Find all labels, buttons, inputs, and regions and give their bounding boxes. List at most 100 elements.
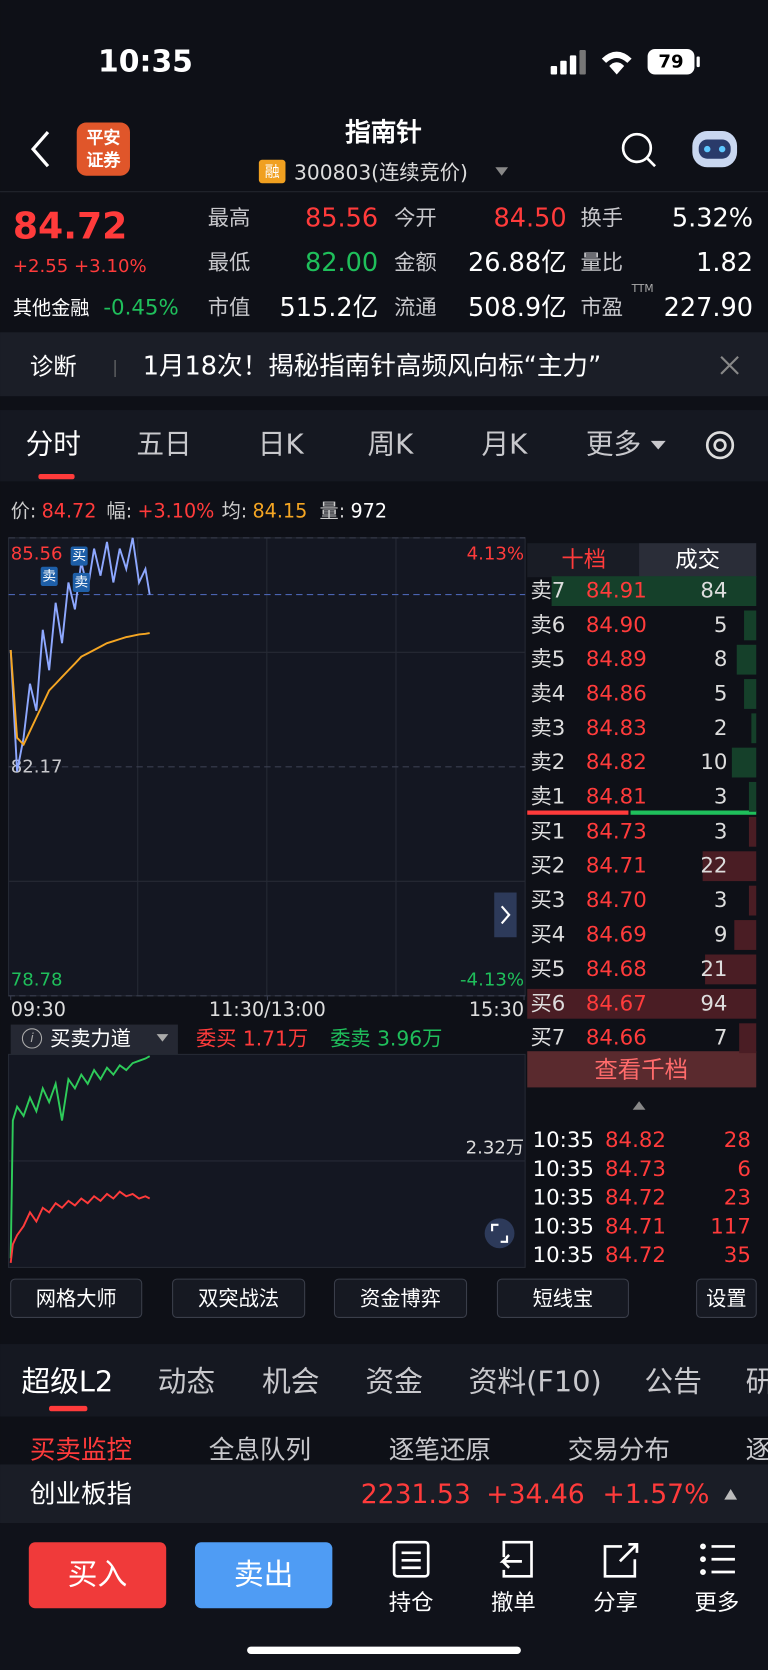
book-tab[interactable] [639, 543, 757, 578]
tool-button[interactable] [696, 1278, 757, 1319]
trade-time: 10:35 [533, 1128, 594, 1153]
book-level: 买6 [530, 991, 565, 1016]
indicator-arrow[interactable] [156, 1034, 169, 1042]
stat-value: 84.50 [494, 203, 567, 233]
sub-tab[interactable]: 交易分布 [568, 1436, 670, 1466]
close-banner[interactable] [720, 356, 739, 375]
dropdown-arrow[interactable] [495, 167, 509, 176]
indicator-header[interactable] [10, 1024, 178, 1055]
book-tab-active[interactable] [527, 543, 640, 578]
search-button[interactable] [621, 132, 656, 168]
section-tab[interactable]: 机会 [262, 1364, 320, 1398]
tool-label[interactable]: 双突战法 [198, 1286, 279, 1310]
buy-label[interactable]: 买入 [68, 1558, 128, 1593]
sub-tab[interactable]: 逐 [746, 1436, 768, 1466]
trade-volume: 35 [724, 1243, 751, 1268]
depth-button-bg[interactable] [527, 1051, 757, 1088]
trade-time: 10:35 [533, 1243, 594, 1268]
logo-text: 平安 [86, 127, 120, 148]
action-label[interactable]: 持仓 [389, 1590, 434, 1616]
buy-button[interactable] [28, 1542, 167, 1609]
book-level: 卖4 [530, 681, 565, 706]
book-level: 卖2 [530, 750, 565, 775]
book-volume: 22 [700, 854, 727, 879]
sub-tab[interactable]: 买卖监控 [30, 1436, 132, 1466]
section-tab[interactable]: 超级L2 [21, 1364, 113, 1398]
section-tab[interactable]: 研 [746, 1364, 768, 1398]
depth-button[interactable]: 查看千档 [594, 1055, 688, 1083]
stat-label: 量比 [581, 251, 624, 276]
action-icons [392, 1540, 735, 1578]
x-tick-label: 11:30/13:00 [209, 998, 326, 1021]
chart-tab[interactable]: 月K [481, 428, 528, 461]
index-arrow[interactable] [724, 1488, 738, 1500]
chart-tab[interactable]: 周K [367, 428, 414, 461]
fullscreen-button[interactable] [484, 1218, 515, 1249]
banner-text[interactable]: 1月18次！揭秘指南针高频风向标“主力” [143, 351, 601, 381]
section-tab[interactable]: 资金 [365, 1364, 423, 1398]
stat-label: 市值 [208, 295, 251, 320]
stat-label: 换手 [581, 206, 624, 231]
line-series [9, 1190, 151, 1263]
book-volume: 3 [714, 784, 728, 809]
indicator-title[interactable]: 买卖力道 [50, 1026, 131, 1050]
ask-divider [527, 810, 629, 815]
book-price: 84.86 [586, 681, 647, 706]
volume-bar [736, 644, 757, 675]
book-level: 卖5 [530, 647, 565, 672]
book-level: 买5 [530, 957, 565, 982]
expand-book-button[interactable] [494, 892, 517, 938]
book-volume: 5 [714, 613, 728, 638]
y2-tick-label: -4.13% [460, 969, 524, 990]
book-tab-label[interactable]: 成交 [675, 547, 720, 573]
action-label[interactable]: 撤单 [491, 1590, 536, 1616]
tool-label[interactable]: 短线宝 [533, 1286, 594, 1310]
volume-bar [734, 920, 757, 950]
sell-button[interactable] [194, 1542, 333, 1609]
sell-label[interactable]: 卖出 [234, 1558, 294, 1593]
info-icon[interactable] [21, 1028, 43, 1049]
tool-label[interactable]: 网格大师 [36, 1286, 117, 1310]
tool-label[interactable]: 设置 [706, 1286, 746, 1310]
tool-label[interactable]: 资金博弈 [360, 1286, 441, 1310]
chart-tab[interactable]: 五日 [136, 428, 191, 461]
more-arrow[interactable] [650, 440, 666, 450]
volume-bar [748, 781, 757, 812]
action-label[interactable]: 更多 [694, 1590, 739, 1616]
chart-tab[interactable]: 更多 [586, 428, 641, 461]
sub-tab[interactable]: 全息队列 [209, 1436, 311, 1466]
settings-button[interactable] [705, 431, 735, 460]
collapse-arrow[interactable] [632, 1101, 646, 1110]
tool-button[interactable] [333, 1278, 468, 1319]
book-tab-label[interactable]: 十档 [561, 547, 606, 573]
trade-marker-label: 卖 [74, 574, 88, 590]
tool-button[interactable] [172, 1278, 306, 1319]
robot-button[interactable] [692, 131, 738, 168]
trade-marker [40, 566, 58, 586]
chart-tab[interactable]: 分时 [26, 428, 81, 461]
trade-time: 10:35 [533, 1214, 594, 1239]
tool-button[interactable] [10, 1278, 143, 1319]
book-price: 84.70 [586, 888, 647, 913]
section-tab[interactable]: 动态 [158, 1364, 216, 1398]
section-tab[interactable]: 公告 [644, 1364, 702, 1398]
sub-tab[interactable]: 逐笔还原 [389, 1436, 491, 1466]
trade-price: 84.72 [605, 1186, 666, 1211]
chart-tab[interactable]: 日K [258, 428, 305, 461]
index-value: 2231.53 [361, 1479, 471, 1510]
book-volume: 8 [714, 647, 728, 672]
book-level: 买2 [530, 854, 565, 879]
tool-button[interactable] [496, 1278, 629, 1319]
book-price: 84.67 [586, 991, 647, 1016]
back-button[interactable] [30, 131, 50, 168]
home-indicator [247, 1646, 521, 1655]
book-price: 84.91 [586, 579, 647, 604]
index-change: +34.46 [486, 1479, 584, 1510]
stock-code[interactable]: 300803(连续竞价) [294, 161, 468, 185]
book-volume: 9 [714, 923, 728, 948]
stat-label: 今开 [394, 206, 437, 231]
section-tab[interactable]: 资料(F10) [469, 1364, 602, 1398]
action-label[interactable]: 分享 [593, 1590, 638, 1616]
book-level: 买1 [530, 819, 565, 844]
